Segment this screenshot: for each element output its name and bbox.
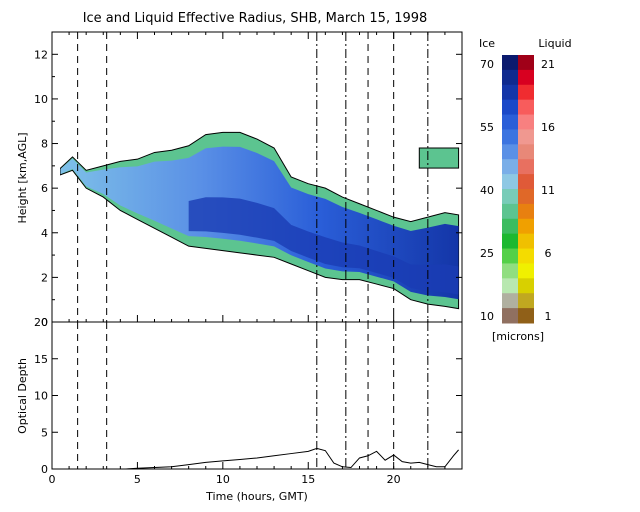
colorbar-ice-label: Ice — [479, 37, 495, 50]
ice-colorbar-swatch — [502, 159, 518, 175]
optical-depth-y-tick-label: 20 — [34, 316, 48, 329]
ice-colorbar-swatch — [502, 84, 518, 101]
ice-colorbar-swatch — [502, 203, 518, 220]
ice-colorbar-swatch — [502, 55, 518, 71]
ice-colorbar-swatch — [502, 114, 518, 130]
liquid-colorbar-swatch — [518, 203, 534, 220]
liquid-colorbar — [518, 55, 534, 324]
x-tick-label: 10 — [216, 473, 230, 486]
optical-depth-line — [125, 447, 459, 469]
liquid-colorbar-swatch — [518, 189, 534, 205]
radius-y-tick-label: 4 — [41, 227, 48, 240]
ice-colorbar-swatch — [502, 218, 518, 235]
ice-colorbar-swatch — [502, 189, 518, 205]
liquid-tick-label: 21 — [541, 58, 555, 71]
ice-colorbar-swatch — [502, 129, 518, 145]
colorbar-tick-labels: 70 55 40 25 10 21 16 11 6 1 — [480, 58, 555, 323]
colorbar-liquid-label: Liquid — [538, 37, 571, 50]
liquid-colorbar-swatch — [518, 308, 534, 324]
optical-depth-plot — [125, 447, 459, 469]
event-lines-top — [77, 32, 429, 322]
optical-depth-y-tick-label: 0 — [41, 463, 48, 476]
liquid-colorbar-swatch — [518, 248, 534, 264]
liquid-tick-label: 6 — [545, 247, 552, 260]
radius-y-tick-label: 0 — [41, 316, 48, 329]
liquid-colorbar-swatch — [518, 99, 534, 116]
x-tick-label: 15 — [301, 473, 315, 486]
x-axis-label: Time (hours, GMT) — [205, 490, 308, 503]
ice-colorbar-swatch — [502, 308, 518, 324]
radius-y-axis-label: Height [km,AGL] — [16, 132, 29, 223]
liquid-colorbar-swatch — [518, 263, 534, 279]
ice-colorbar-swatch — [502, 233, 518, 250]
liquid-colorbar-swatch — [518, 84, 534, 101]
radius-y-tick-label: 10 — [34, 93, 48, 106]
liquid-colorbar-swatch — [518, 293, 534, 309]
chart-title: Ice and Liquid Effective Radius, SHB, Ma… — [83, 11, 428, 26]
optical-depth-y-axis-label: Optical Depth — [16, 358, 29, 434]
ice-tick-label: 55 — [480, 121, 494, 134]
liquid-tick-label: 16 — [541, 121, 555, 134]
ice-colorbar-swatch — [502, 263, 518, 279]
ice-tick-label: 25 — [480, 247, 494, 260]
ice-colorbar-swatch — [502, 278, 518, 294]
radius-y-tick-label: 8 — [41, 138, 48, 151]
ice-colorbar-swatch — [502, 144, 518, 160]
optical-depth-frame — [51, 321, 463, 470]
event-lines-bottom — [77, 322, 429, 469]
liquid-colorbar-swatch — [518, 114, 534, 130]
colorbar: Ice Liquid 70 55 40 25 10 21 16 11 6 1 [microns] — [479, 37, 572, 343]
liquid-colorbar-swatch — [518, 129, 534, 145]
liquid-colorbar-swatch — [518, 218, 534, 235]
colorbar-units: [microns] — [492, 330, 544, 343]
liquid-colorbar-swatch — [518, 278, 534, 294]
optical-depth-y-tick-label: 5 — [41, 426, 48, 439]
liquid-colorbar-swatch — [518, 159, 534, 175]
radius-y-tick-label: 6 — [41, 182, 48, 195]
ice-tick-label: 40 — [480, 184, 494, 197]
liquid-colorbar-swatch — [518, 55, 534, 71]
x-tick-label: 20 — [387, 473, 401, 486]
ice-colorbar-swatch — [502, 174, 518, 190]
ice-tick-label: 10 — [480, 310, 494, 323]
cloud-field — [60, 131, 460, 310]
ice-colorbar-swatch — [502, 99, 518, 116]
cloud-deep-core — [188, 197, 459, 295]
ice-colorbar-swatch — [502, 248, 518, 264]
liquid-colorbar-swatch — [518, 233, 534, 250]
x-tick-label: 5 — [134, 473, 141, 486]
liquid-colorbar-swatch — [518, 174, 534, 190]
ice-tick-label: 70 — [480, 58, 494, 71]
optical-depth-y-tick-label: 15 — [34, 353, 48, 366]
liquid-colorbar-swatch — [518, 144, 534, 160]
radius-y-tick-label: 2 — [41, 271, 48, 284]
liquid-colorbar-swatch — [518, 69, 534, 86]
liquid-tick-label: 1 — [545, 310, 552, 323]
liquid-tick-label: 11 — [541, 184, 555, 197]
upper-cloud — [418, 147, 460, 169]
radius-panel: 0 2 4 6 8 10 12 Height [km,AGL] — [16, 31, 463, 329]
ice-colorbar-swatch — [502, 69, 518, 86]
ice-colorbar-swatch — [502, 293, 518, 309]
radius-y-tick-label: 12 — [34, 48, 48, 61]
ice-colorbar — [502, 55, 518, 324]
x-tick-label: 0 — [49, 473, 56, 486]
optical-depth-y-tick-label: 10 — [34, 390, 48, 403]
